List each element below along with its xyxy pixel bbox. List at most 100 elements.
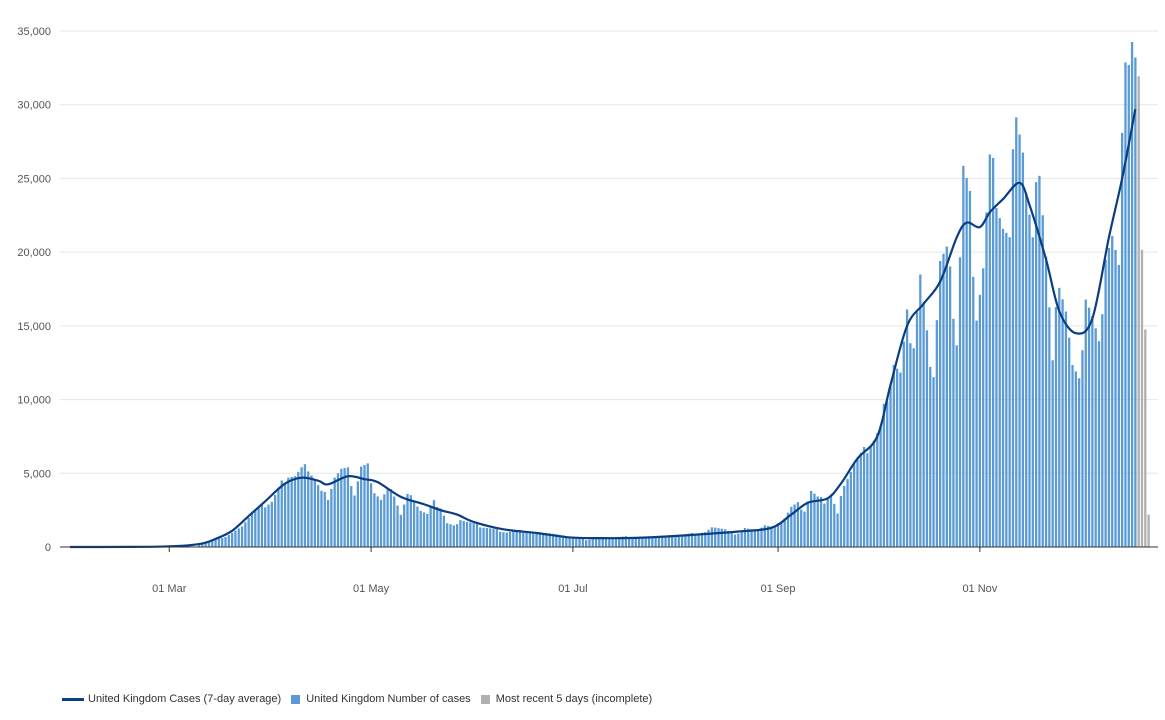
bar (207, 541, 211, 547)
legend-item-incomplete[interactable]: Most recent 5 days (incomplete) (480, 693, 653, 705)
x-axis: 01 Mar 01 May 01 Jul 01 Sep 01 Nov (60, 546, 1158, 595)
bar (393, 496, 396, 547)
bar (1074, 371, 1077, 547)
bar (876, 433, 879, 547)
bar (710, 527, 714, 547)
bar (674, 535, 677, 547)
bar (221, 538, 224, 547)
bar (800, 509, 803, 547)
y-axis: 0 5,000 10,000 15,000 20,000 25,000 30,000 35,0… (17, 26, 51, 554)
bar (545, 532, 548, 547)
bar (667, 535, 671, 547)
bar (1068, 337, 1071, 547)
bar (773, 527, 776, 547)
y-tick-label: 0 (45, 542, 51, 554)
bar (535, 532, 538, 547)
bar (522, 532, 525, 547)
bar (532, 533, 535, 547)
bar (948, 266, 952, 547)
bar (237, 528, 240, 547)
bar (995, 208, 998, 548)
bar (1071, 365, 1074, 547)
bar (942, 253, 945, 547)
bar (770, 526, 773, 547)
bar (1058, 287, 1061, 547)
legend-label-incomplete: Most recent 5 days (incomplete) (495, 693, 653, 705)
bar (313, 479, 316, 547)
bar (1140, 249, 1144, 547)
bar (211, 540, 214, 547)
bar (538, 532, 541, 547)
bar (902, 341, 905, 547)
bar (283, 483, 287, 547)
bar (988, 154, 991, 547)
bar (700, 532, 704, 547)
bar (786, 512, 790, 547)
legend: United Kingdom Cases (7-day average) Uni… (62, 693, 662, 705)
bar (1091, 316, 1094, 547)
bar (588, 539, 591, 547)
bar (958, 257, 962, 547)
bar (618, 536, 621, 547)
bar (717, 528, 720, 547)
bar (704, 532, 707, 547)
bar (426, 513, 429, 547)
bar (836, 513, 839, 547)
bar (303, 464, 307, 547)
y-tick-label: 30,000 (17, 100, 51, 112)
bar (657, 536, 661, 547)
bar (201, 543, 204, 547)
bar (1077, 378, 1081, 547)
bar (449, 524, 452, 547)
bar (353, 495, 356, 547)
bar (965, 178, 968, 547)
x-tick-label: 01 Nov (962, 583, 997, 595)
bar (1008, 237, 1011, 547)
bar (578, 538, 581, 547)
bar (829, 494, 833, 547)
bar (624, 536, 628, 547)
bar (747, 528, 750, 547)
bar (750, 529, 753, 547)
bar (568, 537, 571, 547)
bar (978, 294, 982, 547)
bar (565, 537, 568, 547)
bar (1124, 62, 1127, 548)
bar (541, 533, 545, 547)
bar (866, 453, 869, 547)
bar (1117, 264, 1120, 547)
bar (955, 345, 958, 547)
bar (287, 477, 290, 547)
bar (273, 494, 277, 547)
bar (528, 533, 532, 547)
bar (379, 499, 383, 547)
bar (846, 479, 849, 547)
bar (469, 522, 472, 547)
bar (406, 493, 409, 547)
bar (869, 446, 872, 547)
bar (780, 522, 783, 547)
legend-item-average[interactable]: United Kingdom Cases (7-day average) (62, 693, 281, 705)
legend-swatch-average (62, 697, 84, 701)
bar (939, 260, 942, 547)
bar (297, 471, 300, 547)
bar (452, 525, 455, 547)
bar (1061, 299, 1064, 547)
average-line-group (69, 108, 1137, 549)
legend-label-cases: United Kingdom Number of cases (306, 693, 471, 705)
bar (376, 496, 379, 547)
bar (307, 471, 310, 547)
bar (859, 452, 862, 547)
bar (1137, 76, 1140, 548)
bar (389, 489, 393, 547)
bar (935, 320, 939, 547)
bar (399, 514, 403, 547)
bar (1104, 259, 1107, 547)
bar (320, 490, 323, 547)
legend-item-cases[interactable]: United Kingdom Number of cases (291, 693, 471, 705)
bar (1034, 182, 1038, 547)
bar (340, 468, 343, 547)
bar (601, 537, 604, 547)
bar (419, 510, 422, 547)
bar (757, 529, 760, 547)
